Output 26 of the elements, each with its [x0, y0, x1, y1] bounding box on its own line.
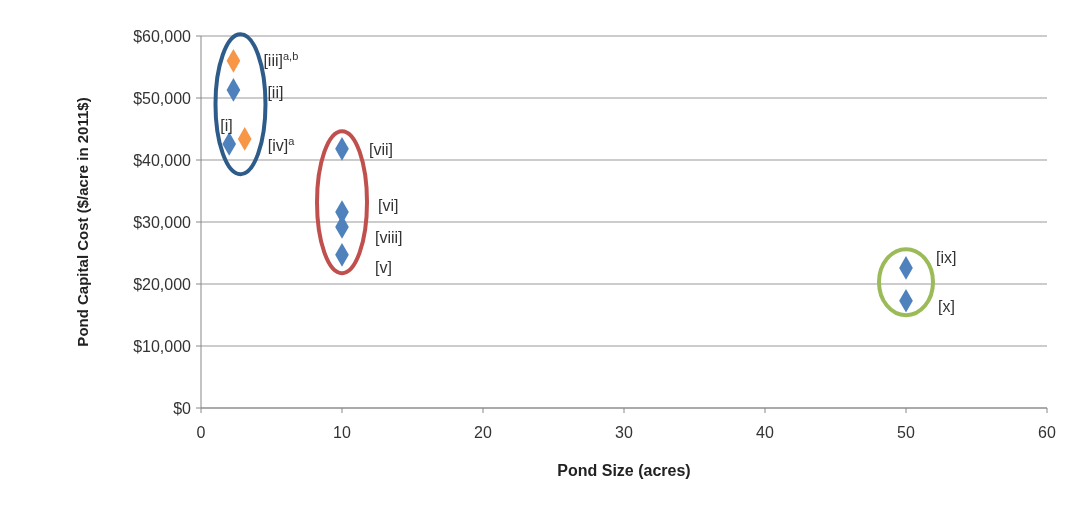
y-tick-label: $10,000 — [133, 337, 192, 355]
y-tick-label: $20,000 — [133, 275, 192, 293]
x-tick-label: 50 — [897, 424, 915, 441]
x-tick-label: 30 — [615, 424, 633, 441]
y-tick-label: $30,000 — [133, 213, 192, 231]
annotation: [iv]$^{a}$ — [267, 134, 296, 154]
annotation: [v] — [375, 259, 392, 277]
annotation: [x] — [938, 298, 955, 316]
annotation: [iii]$^{a,b}$ — [263, 50, 299, 70]
annotation: [viii] — [375, 228, 403, 246]
x-tick-label: 40 — [756, 424, 774, 441]
x-axis-title: Pond Size (acres) — [557, 462, 691, 479]
annotation: [ix] — [936, 249, 957, 267]
y-tick-label: $50,000 — [133, 89, 192, 107]
annotation: [vi] — [378, 196, 399, 214]
y-tick-label: $60,000 — [133, 27, 192, 45]
annotation: [ii] — [267, 83, 284, 101]
x-tick-label: 60 — [1038, 424, 1056, 441]
x-tick-label: 20 — [474, 424, 492, 441]
y-tick-label: $0 — [173, 399, 192, 417]
x-tick-label: 0 — [196, 424, 206, 441]
x-tick-label: 10 — [333, 424, 351, 441]
y-axis-title: Pond Capital Cost ($/acre in 2011$) — [74, 97, 91, 347]
annotation: [vii] — [369, 141, 393, 159]
annotation: [i] — [220, 117, 233, 135]
y-tick-label: $40,000 — [133, 151, 192, 169]
